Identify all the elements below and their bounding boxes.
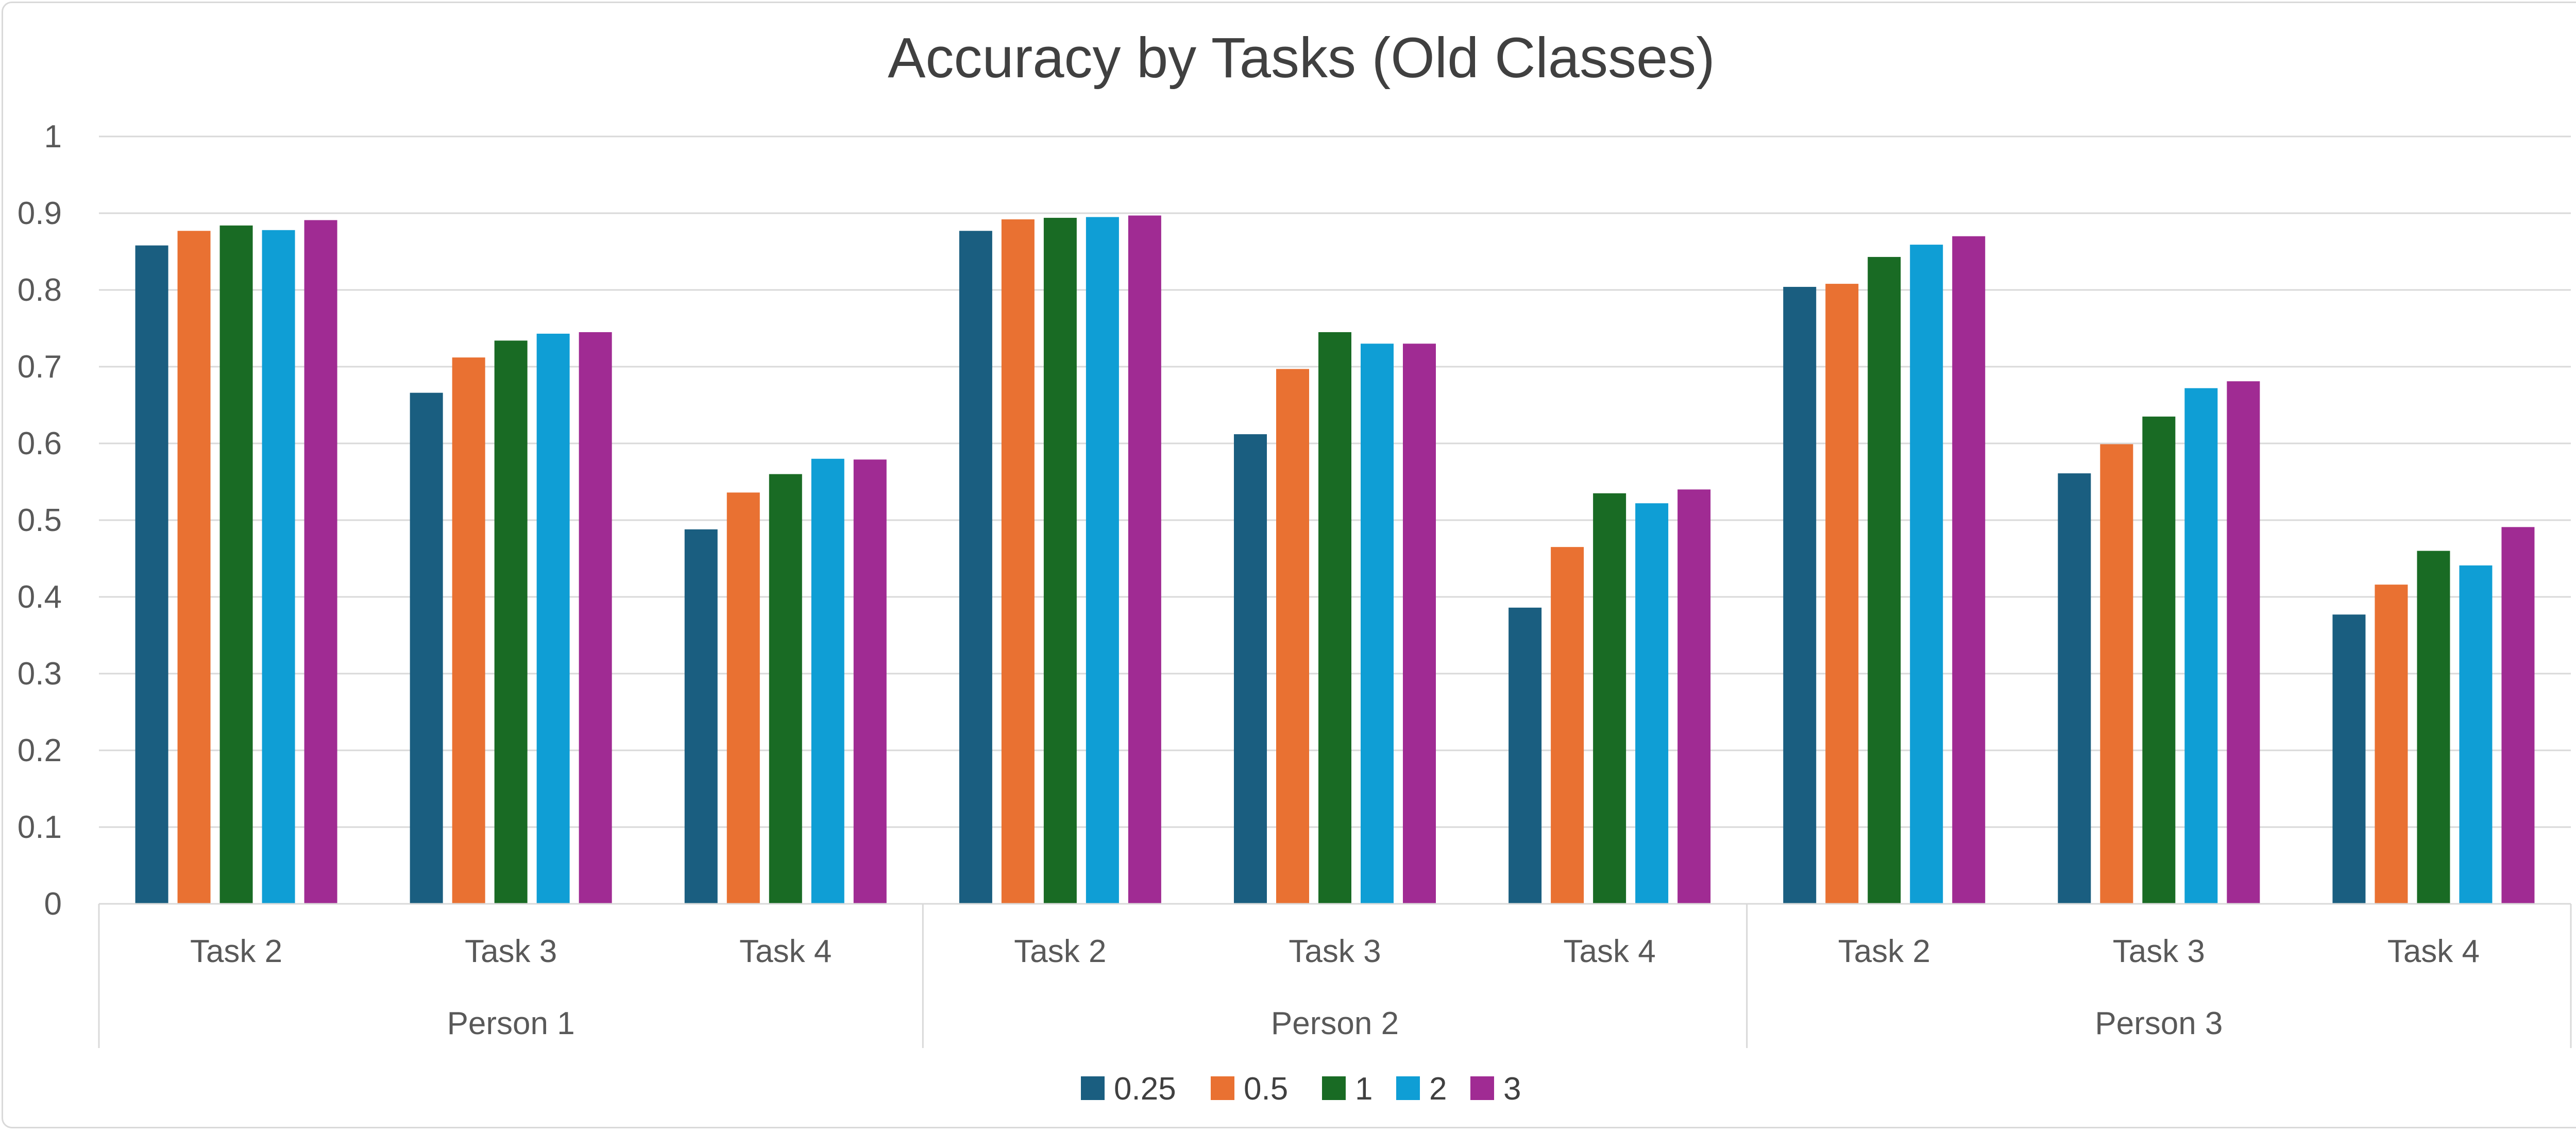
bar <box>452 357 485 904</box>
x-tick-label: Task 4 <box>2387 934 2480 969</box>
x-tick-label: Task 2 <box>1838 934 1930 969</box>
y-axis: 0 0.1 0.2 0.3 0.4 0.5 0.6 0.7 0.8 0.9 1 <box>18 119 62 922</box>
chart-title: Accuracy by Tasks (Old Classes) <box>888 26 1715 90</box>
bar <box>1128 215 1161 904</box>
bar <box>2459 565 2493 904</box>
legend-item: 1 <box>1322 1071 1372 1107</box>
bar <box>684 529 718 904</box>
bar <box>811 458 844 904</box>
bar <box>1677 489 1711 904</box>
bar <box>769 474 802 904</box>
legend-label: 3 <box>1503 1071 1521 1107</box>
group-label: Person 2 <box>1271 1006 1399 1041</box>
x-tick-label: Task 3 <box>465 934 557 969</box>
bar <box>1001 219 1035 904</box>
bar <box>1825 284 1859 904</box>
bar <box>177 231 211 904</box>
bar <box>2058 473 2091 904</box>
legend: 0.25 0.5 1 2 3 <box>1081 1071 1521 1107</box>
bar <box>2417 551 2450 904</box>
bar <box>1509 607 1542 904</box>
bar <box>536 333 570 904</box>
bar <box>135 245 168 904</box>
bar <box>1783 287 1817 904</box>
y-tick-label: 0.1 <box>18 810 62 845</box>
x-tick-label: Task 2 <box>190 934 282 969</box>
legend-item: 0.5 <box>1211 1071 1288 1107</box>
bar <box>1593 493 1626 904</box>
bar <box>2227 381 2260 904</box>
y-tick-label: 0.3 <box>18 656 62 692</box>
legend-label: 0.25 <box>1114 1071 1176 1107</box>
bars <box>135 215 2535 904</box>
y-tick-label: 0.9 <box>18 196 62 231</box>
x-tick-label: Task 4 <box>1564 934 1656 969</box>
legend-item: 3 <box>1470 1071 1521 1107</box>
group-label: Person 1 <box>447 1006 575 1041</box>
legend-swatch <box>1322 1076 1346 1100</box>
bar <box>2375 585 2408 904</box>
x-axis: Task 2 Task 3 Task 4 Task 2 Task 3 Task 4 Task… <box>98 903 2572 1048</box>
legend-swatch <box>1081 1076 1105 1100</box>
bar <box>579 332 612 904</box>
y-tick-label: 0.7 <box>18 349 62 385</box>
bar <box>1276 369 1309 904</box>
bar <box>219 225 253 904</box>
y-tick-label: 1 <box>44 119 62 154</box>
legend-label: 0.5 <box>1244 1071 1288 1107</box>
bar <box>1043 217 1077 904</box>
legend-swatch <box>1211 1076 1234 1100</box>
x-tick-label: Task 3 <box>1289 934 1381 969</box>
legend-item: 0.25 <box>1081 1071 1176 1107</box>
bar <box>304 220 337 904</box>
bar <box>1086 217 1119 904</box>
y-tick-label: 0.2 <box>18 733 62 768</box>
bar <box>410 392 443 904</box>
legend-label: 1 <box>1355 1071 1372 1107</box>
bar <box>1403 344 1436 904</box>
x-tick-label: Task 4 <box>739 934 832 969</box>
y-tick-label: 0.8 <box>18 272 62 308</box>
bar <box>959 231 992 904</box>
y-tick-label: 0 <box>44 886 62 922</box>
bar <box>494 340 528 904</box>
legend-swatch <box>1470 1076 1494 1100</box>
bar <box>853 459 887 904</box>
bar <box>1234 434 1267 904</box>
bar <box>1868 256 1901 904</box>
x-tick-label: Task 2 <box>1014 934 1106 969</box>
bar <box>2501 527 2535 904</box>
bar <box>2142 416 2176 904</box>
bar <box>1910 245 1943 904</box>
bar <box>2100 444 2133 904</box>
legend-label: 2 <box>1429 1071 1447 1107</box>
bar <box>726 492 760 904</box>
x-tick-label: Task 3 <box>2113 934 2205 969</box>
y-tick-label: 0.5 <box>18 503 62 538</box>
y-tick-label: 0.4 <box>18 579 62 615</box>
bar <box>1551 547 1584 904</box>
bar <box>1952 236 1986 904</box>
bar <box>262 230 295 904</box>
bar <box>2332 614 2366 904</box>
bar <box>1635 503 1669 904</box>
legend-swatch <box>1396 1076 1420 1100</box>
group-label: Person 3 <box>2095 1006 2223 1041</box>
y-tick-label: 0.6 <box>18 426 62 461</box>
legend-item: 2 <box>1396 1071 1447 1107</box>
bar <box>1318 332 1351 904</box>
bar <box>1361 344 1394 904</box>
bar <box>2184 388 2218 904</box>
